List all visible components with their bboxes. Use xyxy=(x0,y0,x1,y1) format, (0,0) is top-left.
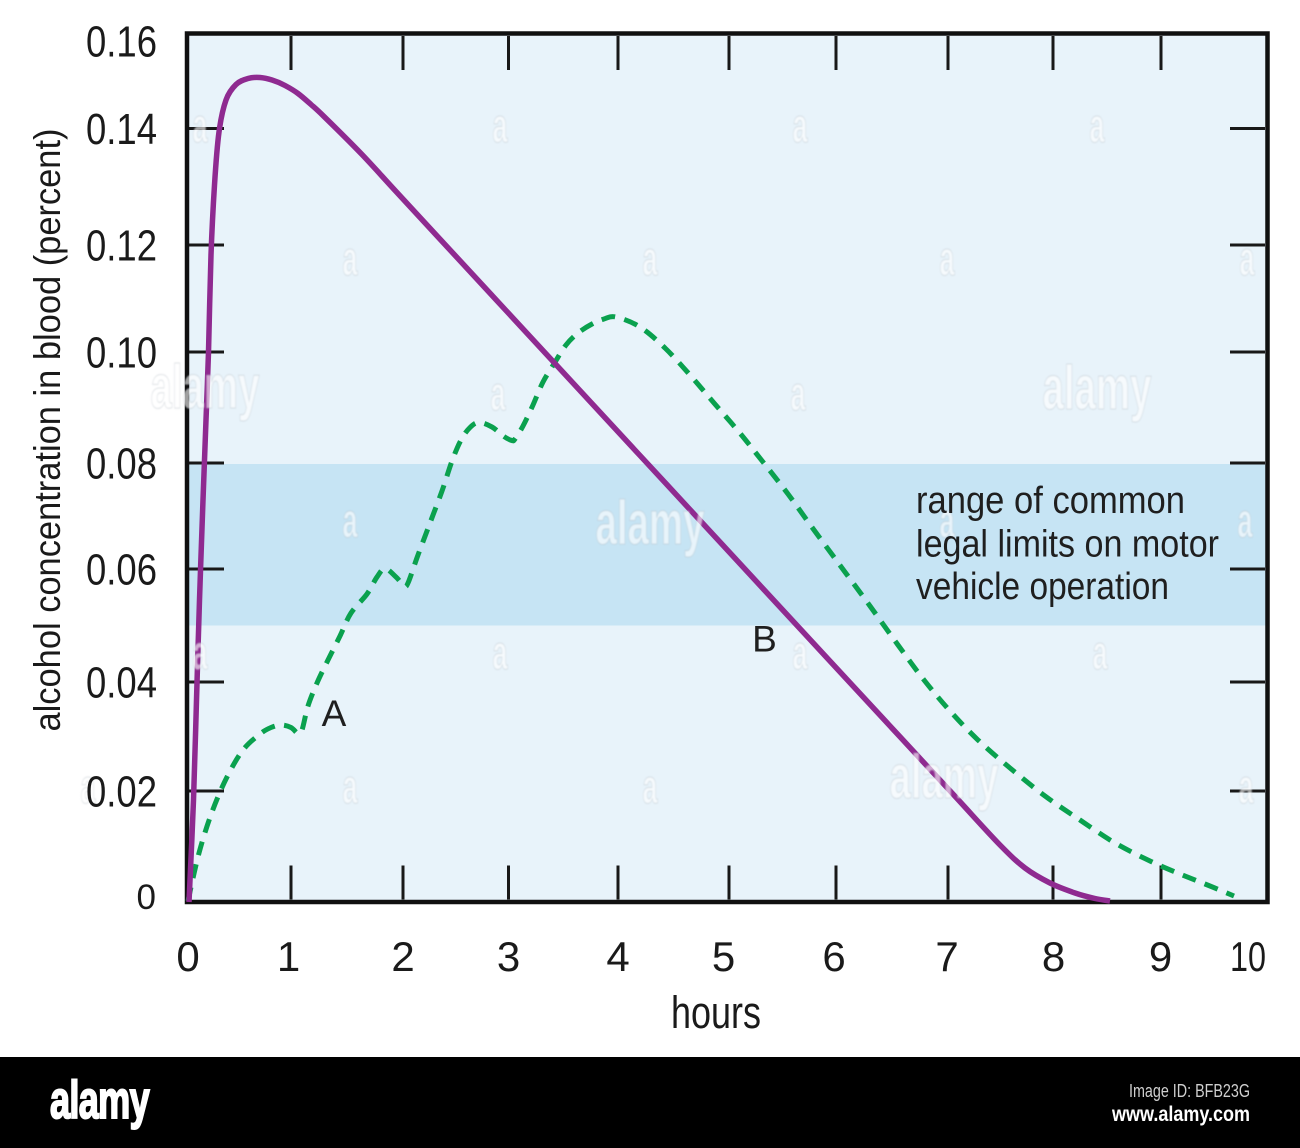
svg-text:a: a xyxy=(1238,495,1253,548)
svg-text:a: a xyxy=(81,761,96,814)
svg-text:a: a xyxy=(793,100,808,153)
svg-text:range of common: range of common xyxy=(916,480,1185,522)
svg-text:alcohol concentration in blood: alcohol concentration in blood (percent) xyxy=(27,129,68,732)
svg-text:a: a xyxy=(193,100,208,153)
svg-text:0.12: 0.12 xyxy=(86,222,157,271)
svg-text:4: 4 xyxy=(606,933,629,980)
svg-text:a: a xyxy=(343,495,358,548)
svg-text:Image ID: BFB23G: Image ID: BFB23G xyxy=(1129,1081,1250,1101)
svg-text:0.10: 0.10 xyxy=(86,329,157,378)
svg-text:3: 3 xyxy=(497,933,520,980)
svg-text:a: a xyxy=(1240,233,1255,286)
svg-text:6: 6 xyxy=(822,933,845,980)
svg-text:0: 0 xyxy=(176,933,199,980)
svg-text:8: 8 xyxy=(1042,933,1065,980)
svg-text:9: 9 xyxy=(1149,933,1172,980)
svg-text:a: a xyxy=(940,495,955,548)
svg-text:7: 7 xyxy=(935,933,958,980)
svg-text:0.08: 0.08 xyxy=(86,440,157,489)
svg-text:a: a xyxy=(1093,627,1108,680)
svg-text:a: a xyxy=(343,761,358,814)
svg-text:B: B xyxy=(752,619,777,660)
svg-text:a: a xyxy=(940,233,955,286)
svg-text:10: 10 xyxy=(1230,933,1266,980)
svg-text:www.alamy.com: www.alamy.com xyxy=(1111,1103,1250,1126)
svg-text:alamy: alamy xyxy=(50,1071,150,1130)
svg-text:alamy: alamy xyxy=(596,489,705,558)
svg-text:alamy: alamy xyxy=(1043,354,1152,423)
svg-text:0.16: 0.16 xyxy=(86,18,157,67)
svg-text:2: 2 xyxy=(391,933,414,980)
svg-text:hours: hours xyxy=(671,987,761,1038)
svg-text:alamy: alamy xyxy=(151,353,260,422)
svg-text:a: a xyxy=(193,627,208,680)
svg-text:a: a xyxy=(493,627,508,680)
svg-text:alamy: alamy xyxy=(890,743,999,812)
svg-text:A: A xyxy=(322,693,347,734)
svg-text:0: 0 xyxy=(137,878,156,917)
svg-text:5: 5 xyxy=(712,933,735,980)
svg-text:1: 1 xyxy=(277,933,300,980)
svg-text:a: a xyxy=(1090,100,1105,153)
svg-text:0.06: 0.06 xyxy=(86,546,157,595)
svg-text:a: a xyxy=(791,368,806,421)
svg-text:0.14: 0.14 xyxy=(86,105,157,154)
svg-text:a: a xyxy=(643,761,658,814)
svg-text:a: a xyxy=(643,233,658,286)
svg-text:vehicle operation: vehicle operation xyxy=(916,566,1169,608)
svg-text:0.02: 0.02 xyxy=(86,768,157,817)
svg-text:0.04: 0.04 xyxy=(86,659,157,708)
svg-text:legal limits on motor: legal limits on motor xyxy=(916,524,1219,566)
svg-text:a: a xyxy=(491,368,506,421)
svg-text:a: a xyxy=(793,627,808,680)
svg-text:a: a xyxy=(1239,761,1254,814)
svg-text:a: a xyxy=(343,233,358,286)
svg-text:a: a xyxy=(493,100,508,153)
